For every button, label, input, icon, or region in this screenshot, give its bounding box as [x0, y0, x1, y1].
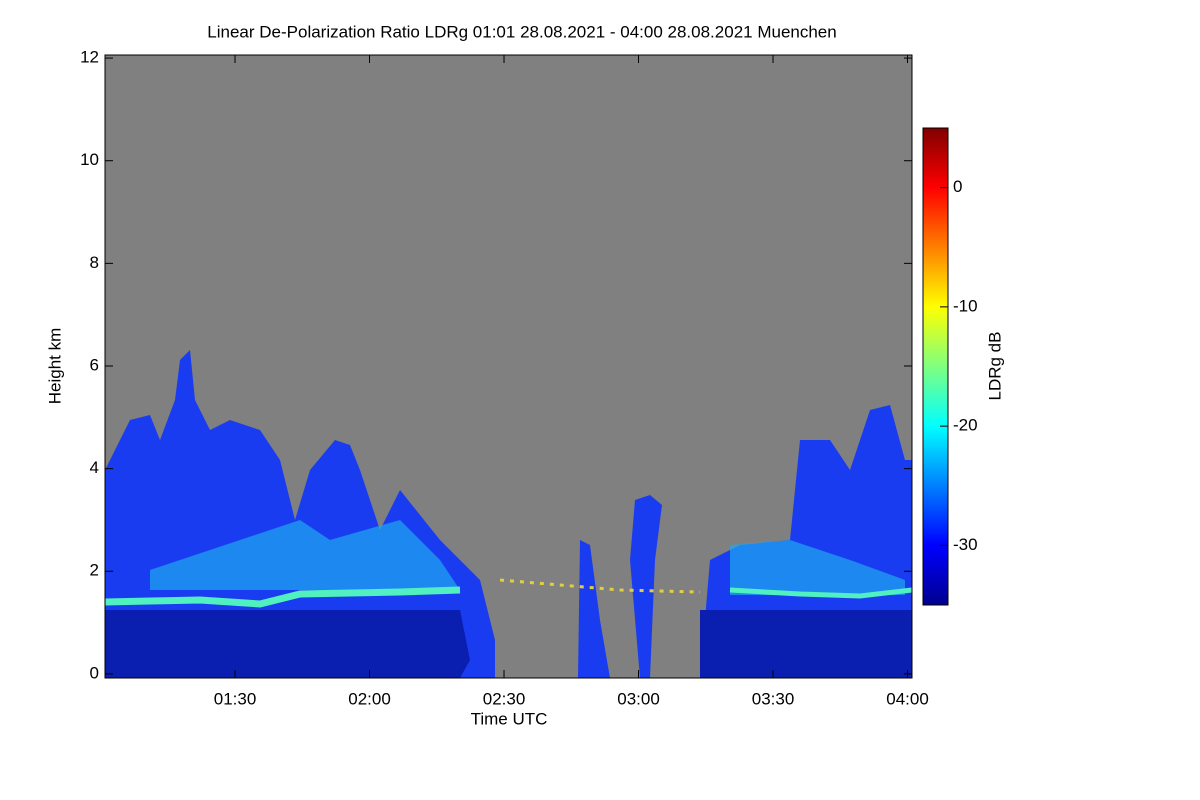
x-tick-label: 02:00: [348, 689, 391, 708]
y-tick-label: 2: [90, 561, 99, 580]
colorbar-tick-label: -30: [953, 535, 978, 554]
cloud-region: [730, 540, 905, 595]
colorbar-label: LDRg dB: [985, 332, 1004, 401]
colorbar-tick-label: -20: [953, 416, 978, 435]
colorbar-tick-label: -10: [953, 296, 978, 315]
cloud-band: [729, 587, 913, 599]
y-tick-label: 4: [90, 458, 99, 477]
x-tick-label: 01:30: [214, 689, 257, 708]
y-tick-label: 12: [80, 48, 99, 67]
y-tick-label: 0: [90, 663, 99, 682]
cloud-region: [630, 495, 662, 678]
cloud-region: [150, 520, 460, 590]
cloud-region: [105, 350, 495, 678]
y-tick-label: 8: [90, 253, 99, 272]
plot-frame: [104, 54, 913, 679]
x-tick-label: 03:00: [617, 689, 660, 708]
x-tick-label: 04:00: [886, 689, 929, 708]
x-tick-label: 03:30: [752, 689, 795, 708]
cloud-region: [700, 610, 912, 678]
y-tick-label: 10: [80, 150, 99, 169]
colorbar: [922, 127, 949, 606]
cloud-band: [104, 586, 461, 608]
cloud-region: [578, 540, 610, 678]
y-tick-label: 6: [90, 355, 99, 374]
x-tick-label: 02:30: [483, 689, 526, 708]
y-axis-label: Height km: [45, 328, 64, 405]
plot-area: [104, 54, 913, 679]
chart-title: Linear De-Polarization Ratio LDRg 01:01 …: [207, 22, 836, 41]
cloud-region: [105, 610, 470, 678]
x-axis-label: Time UTC: [471, 709, 548, 728]
cloud-band: [499, 578, 701, 594]
colorbar-tick-label: 0: [953, 177, 962, 196]
cloud-region: [700, 405, 912, 678]
